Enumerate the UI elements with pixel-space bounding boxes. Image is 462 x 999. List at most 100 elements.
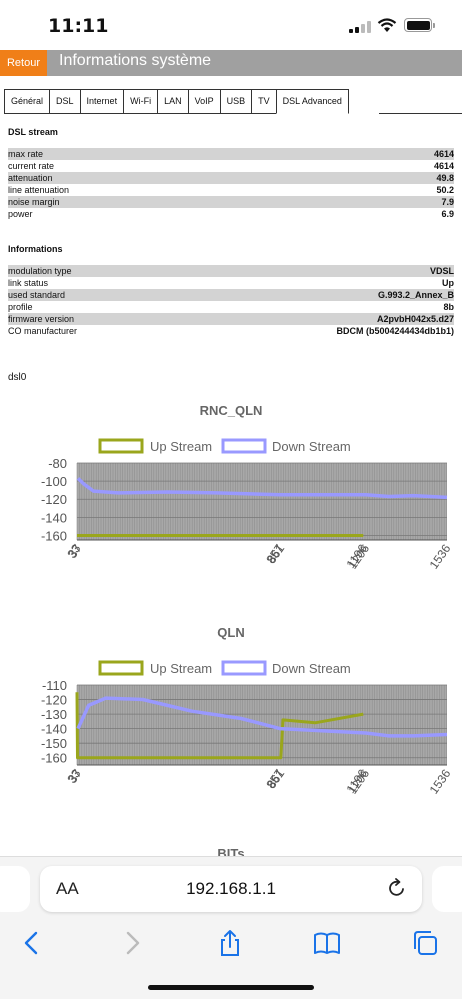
rnc-qln-chart: Up Stream Down Stream -80 -100 -120 -140 -1603…	[41, 438, 454, 572]
back-chevron-icon[interactable]	[18, 929, 46, 957]
status-bar: 11:11	[0, 0, 462, 50]
page-header: Retour Informations système	[0, 50, 462, 76]
row-value: Up	[442, 278, 454, 288]
table-row: line attenuation 50.2	[8, 184, 454, 196]
row-value: 4614	[433, 149, 454, 159]
series-line-up-stream	[75, 692, 364, 760]
table-row: profile 8b	[8, 301, 454, 313]
table-row: noise margin 7.9	[8, 196, 454, 208]
bookmarks-icon[interactable]	[313, 929, 341, 957]
informations-table: modulation type VDSL link status Up used s…	[8, 265, 454, 337]
row-value: BDCM (b5004244434db1b1)	[336, 326, 454, 336]
legend-label-down: Down Stream	[272, 439, 351, 454]
back-button[interactable]: Retour	[0, 50, 47, 76]
tab-usb[interactable]: USB	[219, 89, 252, 114]
table-row: max rate 4614	[8, 148, 454, 160]
legend-swatch-up	[98, 660, 144, 676]
row-value: 4614	[433, 161, 454, 171]
table-row: link status Up	[8, 277, 454, 289]
row-key: modulation type	[8, 266, 72, 276]
table-row: attenuation 49.8	[8, 172, 454, 184]
cellular-signal-icon	[349, 21, 371, 33]
tab-underline	[379, 113, 462, 114]
reload-icon[interactable]	[386, 877, 408, 899]
y-tick-label: -160	[41, 528, 67, 543]
chart-legend: Up Stream Down Stream	[98, 438, 351, 454]
forward-chevron-icon[interactable]	[118, 929, 146, 957]
y-tick-label: -120	[41, 693, 67, 708]
tab-bar: Général DSL Internet Wi-Fi LAN VoIP USB …	[4, 89, 349, 114]
row-value: 50.2	[436, 185, 454, 195]
x-tick-label: 1206	[345, 766, 372, 796]
page-title: Informations système	[59, 52, 212, 69]
y-tick-label: -160	[41, 751, 67, 766]
vertical-grid	[76, 463, 447, 540]
tab-tv[interactable]: TV	[251, 89, 276, 114]
table-row: CO manufacturer BDCM (b5004244434db1b1)	[8, 325, 454, 337]
y-tick-label: -140	[41, 510, 67, 525]
row-key: max rate	[8, 149, 44, 159]
tabs-icon[interactable]	[411, 929, 439, 957]
tab-voip[interactable]: VoIP	[187, 89, 220, 114]
battery-icon	[404, 18, 435, 32]
tab-dsl-advanced[interactable]: DSL Advanced	[275, 89, 349, 114]
table-row: firmware version A2pvbH042x5.d27	[8, 313, 454, 325]
legend-swatch-down	[221, 438, 267, 454]
row-key: line attenuation	[8, 185, 70, 195]
row-key: profile	[8, 302, 33, 312]
dsl-stream-title: DSL stream	[8, 127, 58, 137]
status-time: 11:11	[48, 15, 109, 37]
tab-wifi[interactable]: Wi-Fi	[123, 89, 158, 114]
row-key: used standard	[8, 290, 66, 300]
row-key: current rate	[8, 161, 55, 171]
browser-toolbar	[0, 923, 462, 963]
row-key: attenuation	[8, 173, 53, 183]
tab-lan[interactable]: LAN	[157, 89, 188, 114]
row-value: 6.9	[441, 209, 454, 219]
row-key: link status	[8, 278, 49, 288]
row-key: firmware version	[8, 314, 75, 324]
legend-label-down: Down Stream	[272, 661, 351, 676]
chart-title-rnc-qln: RNC_QLN	[199, 403, 263, 418]
row-value: A2pvbH042x5.d27	[376, 314, 454, 324]
reader-aa-button[interactable]: AA	[56, 879, 79, 898]
table-row: current rate 4614	[8, 160, 454, 172]
address-bar[interactable]: AA 192.168.1.1	[40, 866, 422, 912]
home-indicator	[148, 985, 314, 990]
y-tick-label: -110	[42, 678, 67, 693]
next-tab-peek[interactable]	[432, 866, 462, 912]
y-tick-label: -120	[41, 492, 67, 507]
wifi-icon	[377, 18, 397, 32]
previous-tab-peek[interactable]	[0, 866, 30, 912]
x-tick-label: 37	[65, 541, 84, 560]
y-tick-label: -80	[48, 456, 67, 471]
dsl-stream-table: max rate 4614 current rate 4614 attenuatio…	[8, 148, 454, 220]
legend-swatch-up	[98, 438, 144, 454]
url-text[interactable]: 192.168.1.1	[186, 879, 276, 898]
legend-label-up: Up Stream	[150, 439, 212, 454]
series-line-down-stream	[76, 477, 448, 500]
tab-internet[interactable]: Internet	[79, 89, 124, 114]
table-row: power 6.9	[8, 208, 454, 220]
row-key: noise margin	[8, 197, 60, 207]
share-icon[interactable]	[216, 929, 244, 957]
y-tick-label: -140	[41, 722, 67, 737]
row-key: power	[8, 209, 33, 219]
chart-title-bits-partial: BITs	[217, 846, 245, 856]
y-tick-label: -150	[41, 736, 67, 751]
row-value: 8b	[443, 302, 454, 312]
y-tick-label: -130	[41, 707, 67, 722]
tab-dsl[interactable]: DSL	[49, 89, 80, 114]
row-key: CO manufacturer	[8, 326, 78, 336]
qln-chart: Up Stream Down Stream -110-120-130-140-150…	[41, 660, 454, 797]
x-tick-label: 1536	[427, 766, 454, 796]
row-value: VDSL	[429, 266, 454, 276]
browser-bottom-bar: AA 192.168.1.1	[0, 856, 462, 999]
legend-label-up: Up Stream	[150, 661, 212, 676]
x-tick-label: 1206	[345, 541, 372, 571]
series-line-down-stream	[76, 696, 448, 738]
row-value: G.993.2_Annex_B	[377, 290, 454, 300]
y-tick-label: -100	[41, 474, 67, 489]
table-row: modulation type VDSL	[8, 265, 454, 277]
tab-general[interactable]: Général	[4, 89, 50, 114]
